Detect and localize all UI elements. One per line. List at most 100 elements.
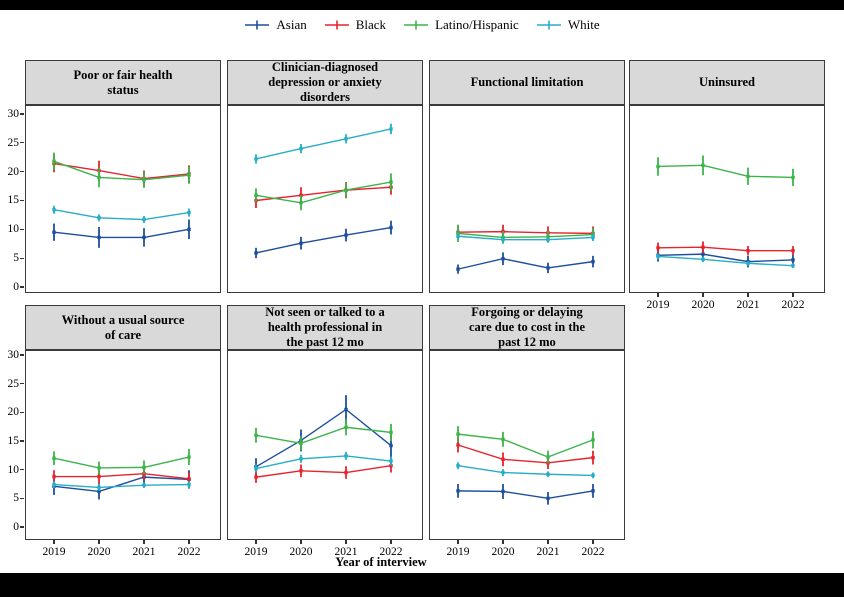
x-tick-label: 2021 [334,546,358,558]
x-tick-mark [255,540,257,544]
panel-title: Poor or fair health status [25,60,221,105]
x-tick-label: 2022 [379,546,403,558]
x-tick-label: 2020 [289,546,313,558]
series-latino-hispanic [456,224,595,244]
panel-without-a-usual-source: Without a usual source of care [25,305,221,540]
series-asian [52,467,191,500]
y-tick-label: 10 [7,223,20,236]
y-tick-label: 15 [7,194,20,207]
bottom-black-bar [0,573,844,597]
y-tick-label: 25 [7,377,20,390]
x-tick-mark [502,540,504,544]
x-tick-mark [657,293,659,297]
legend-label: White [567,17,600,32]
x-tick-label: 2022 [177,546,201,558]
y-tick-mark [20,142,24,144]
x-tick-mark [300,540,302,544]
panel-plot-area [629,105,825,293]
y-tick-label: 5 [13,252,19,265]
y-tick-label: 20 [7,165,20,178]
panel-title: Functional limitation [429,60,625,105]
legend-marker-white [536,20,561,30]
y-tick-mark [20,497,24,499]
y-tick-mark [20,440,24,442]
x-tick-label: 2021 [736,299,760,311]
y-tick-label: 5 [13,492,19,505]
panel-uninsured: Uninsured [629,60,825,293]
x-tick-label: 2021 [536,546,560,558]
x-tick-label: 2022 [581,546,605,558]
series-black [656,241,795,256]
panel-plot-area [25,105,221,293]
panel-not-seen-or-talked-to-a: Not seen or talked to a health professio… [227,305,423,540]
x-tick-mark [390,540,392,544]
y-tick-mark [20,526,24,528]
panel-forgoing-or-delaying: Forgoing or delaying care due to cost in… [429,305,625,540]
panel-title: Not seen or talked to a health professio… [227,305,423,350]
series-latino-hispanic [254,419,393,451]
panel-plot-area [25,350,221,540]
series-latino-hispanic [456,426,595,464]
x-tick-mark [53,540,55,544]
y-tick-label: 0 [13,521,19,533]
series-white [254,451,393,473]
x-tick-mark [98,540,100,544]
y-tick-mark [20,228,24,230]
series-black [456,437,595,470]
legend-item-latino-hispanic: Latino/Hispanic [403,17,519,33]
legend-marker-black [324,20,349,30]
panel-plot-area [429,350,625,540]
series-black [254,179,393,208]
panel-title: Clinician-diagnosed depression or anxiet… [227,60,423,105]
y-tick-mark [20,469,24,471]
x-tick-label: 2021 [132,546,156,558]
panel-title: Without a usual source of care [25,305,221,350]
legend-label: Asian [276,17,307,32]
legend-label: Black [355,17,387,32]
legend-label: Latino/Hispanic [435,17,519,32]
series-asian [254,220,393,259]
top-black-bar [0,0,844,10]
series-asian [456,252,595,274]
series-asian [456,484,595,505]
panel-title: Forgoing or delaying care due to cost in… [429,305,625,350]
panel-poor-or-fair-health: Poor or fair health status [25,60,221,293]
y-tick-mark [20,257,24,259]
x-tick-mark [143,540,145,544]
legend-item-asian: Asian [244,17,307,33]
series-latino-hispanic [254,173,393,211]
x-tick-mark [592,540,594,544]
y-tick-mark [20,383,24,385]
y-tick-mark [20,354,24,356]
series-white [456,233,595,243]
x-tick-label: 2019 [244,546,268,558]
legend: Asian Black Latino/Hispanic White [0,17,844,33]
panel-clinician-diagnosed: Clinician-diagnosed depression or anxiet… [227,60,423,293]
series-black [52,467,191,486]
y-tick-label: 20 [7,406,20,419]
legend-marker-latino-hispanic [404,20,429,30]
series-white [52,481,191,491]
x-tick-mark [547,540,549,544]
y-tick-mark [20,199,24,202]
series-asian [52,219,191,248]
legend-marker-asian [245,20,270,30]
y-tick-mark [20,171,24,173]
legend-item-black: Black [324,17,386,33]
y-tick-label: 0 [13,281,19,293]
x-tick-label: 2020 [491,546,515,558]
y-tick-label: 30 [7,107,20,120]
series-latino-hispanic [656,155,795,187]
series-black [254,458,393,483]
x-tick-label: 2020 [87,546,111,558]
y-tick-label: 15 [7,435,20,447]
x-tick-mark [792,293,794,297]
panel-title: Uninsured [629,60,825,105]
x-tick-label: 2019 [446,546,470,558]
legend-item-white: White [536,17,600,33]
x-tick-label: 2019 [646,299,670,311]
x-tick-label: 2022 [781,299,805,311]
series-white [456,462,595,479]
y-tick-mark [20,411,24,413]
